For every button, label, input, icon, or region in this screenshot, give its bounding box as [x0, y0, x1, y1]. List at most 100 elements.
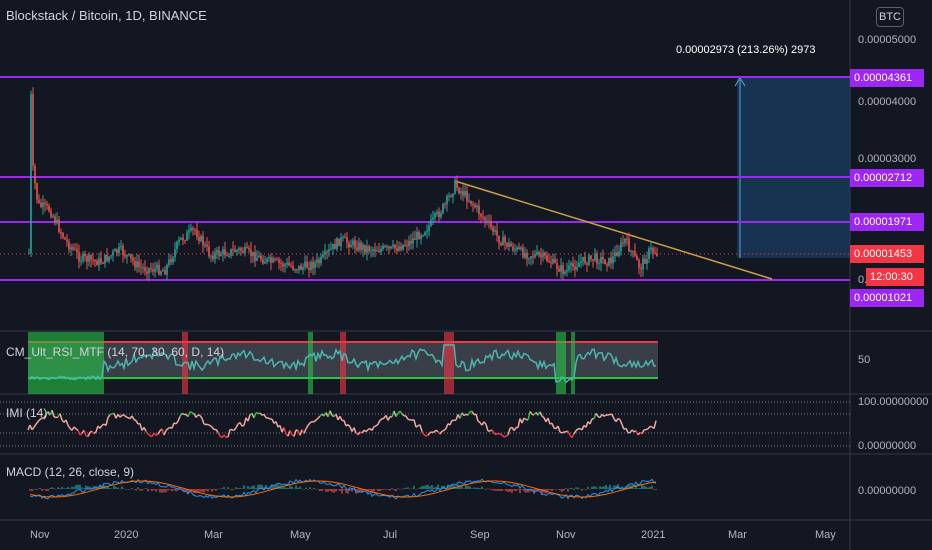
imi-segment — [501, 434, 505, 438]
macd-bar — [261, 484, 263, 489]
imi-segment — [35, 421, 39, 425]
symbol-title[interactable]: Blockstack / Bitcoin, 1D, BINANCE — [6, 8, 207, 23]
price-candles — [28, 87, 658, 282]
imi-segment — [147, 433, 151, 437]
candle-body — [154, 268, 156, 272]
macd-indicator-label[interactable]: MACD (12, 26, close, 9) — [6, 465, 135, 479]
imi-segment — [309, 420, 313, 424]
imi-segment — [233, 427, 237, 431]
time-axis-label: May — [290, 529, 311, 541]
candle-body — [122, 245, 124, 256]
imi-segment — [471, 411, 475, 416]
imi-segment — [109, 413, 113, 416]
candle-body — [284, 264, 286, 267]
macd-bar — [149, 489, 151, 490]
macd-bar — [29, 489, 31, 491]
imi-segment — [517, 418, 521, 428]
candle-body — [596, 253, 598, 264]
macd-bar — [107, 486, 109, 489]
candle-body — [230, 248, 232, 256]
imi-segment — [415, 425, 419, 428]
macd-bar — [361, 489, 363, 493]
candle-body — [532, 256, 534, 258]
macd-bar — [453, 485, 455, 489]
current-price-tag[interactable]: 0.00001453 — [850, 245, 924, 263]
rsi-indicator-label[interactable]: CM_Ult_RSI_MTF (14, 70, 30, 60, D, 14) — [6, 345, 225, 359]
level-tag-1[interactable]: 0.00004361 — [850, 69, 924, 87]
macd-bar — [35, 489, 37, 490]
imi-segment — [647, 425, 651, 430]
macd-bar — [83, 488, 85, 489]
candle-body — [424, 232, 426, 236]
imi-segment — [529, 411, 533, 415]
imi-segment — [551, 422, 555, 429]
imi-segment — [653, 420, 657, 429]
candle-body — [250, 249, 252, 257]
macd-bar — [133, 488, 135, 490]
candle-body — [314, 262, 316, 269]
level-tag-2[interactable]: 0.00002712 — [850, 169, 924, 187]
macd-bar — [33, 489, 35, 490]
imi-indicator-label[interactable]: IMI (14) — [6, 406, 48, 420]
currency-button[interactable]: BTC — [876, 7, 904, 27]
imi-segment — [521, 417, 525, 424]
imi-segment — [215, 428, 219, 433]
imi-segment — [489, 429, 493, 432]
candle-body — [616, 252, 618, 256]
macd-bar — [387, 489, 389, 490]
macd-bar — [55, 489, 57, 490]
candle-body — [232, 248, 234, 250]
price-axis-label: 0.00005000 — [858, 34, 917, 46]
imi-segment — [201, 418, 205, 425]
candle-body — [178, 239, 180, 242]
candle-body — [366, 246, 368, 253]
time-axis-label: 2020 — [114, 529, 139, 541]
candle-body — [186, 232, 188, 241]
imi-segment — [225, 436, 229, 439]
imi-segment — [619, 419, 623, 425]
candle-body — [272, 258, 274, 263]
imi-segment — [401, 413, 405, 417]
macd-bar — [159, 489, 161, 493]
candle-body — [88, 254, 90, 262]
macd-bar — [469, 486, 471, 489]
candle-body — [198, 237, 200, 242]
macd-bar — [39, 487, 41, 489]
candle-body — [80, 260, 82, 262]
candle-body — [606, 264, 608, 266]
candle-body — [488, 220, 490, 222]
imi-segment — [267, 417, 271, 420]
macd-axis-label: 0.00000000 — [858, 485, 917, 497]
measure-box[interactable] — [737, 78, 850, 258]
macd-bar — [581, 489, 583, 491]
candle-body — [342, 237, 344, 239]
macd-bar — [57, 487, 59, 489]
imi-segment — [571, 433, 575, 438]
candle-body — [164, 270, 166, 275]
imi-segment — [491, 429, 495, 434]
candle-body — [110, 255, 112, 257]
imi-segment — [387, 416, 391, 421]
macd-bar — [607, 487, 609, 489]
macd-bar — [95, 486, 97, 489]
macd-bar — [325, 489, 327, 492]
macd-bar — [569, 488, 571, 489]
level-tag-4[interactable]: 0.00001021 — [850, 289, 924, 307]
candle-body — [128, 253, 130, 255]
macd-bar — [113, 485, 115, 489]
imi-segment — [191, 412, 195, 415]
trendline[interactable] — [454, 180, 773, 280]
candle-body — [176, 241, 178, 250]
level-tag-3[interactable]: 0.00001971 — [850, 213, 924, 231]
imi-segment — [119, 414, 123, 418]
imi-segment — [411, 419, 415, 422]
macd-bar — [223, 487, 225, 489]
macd-bar — [407, 487, 409, 489]
imi-segment — [175, 420, 179, 425]
candle-body — [546, 255, 548, 261]
macd-bar — [237, 488, 239, 489]
candle-body — [612, 256, 614, 264]
candle-body — [124, 255, 126, 257]
